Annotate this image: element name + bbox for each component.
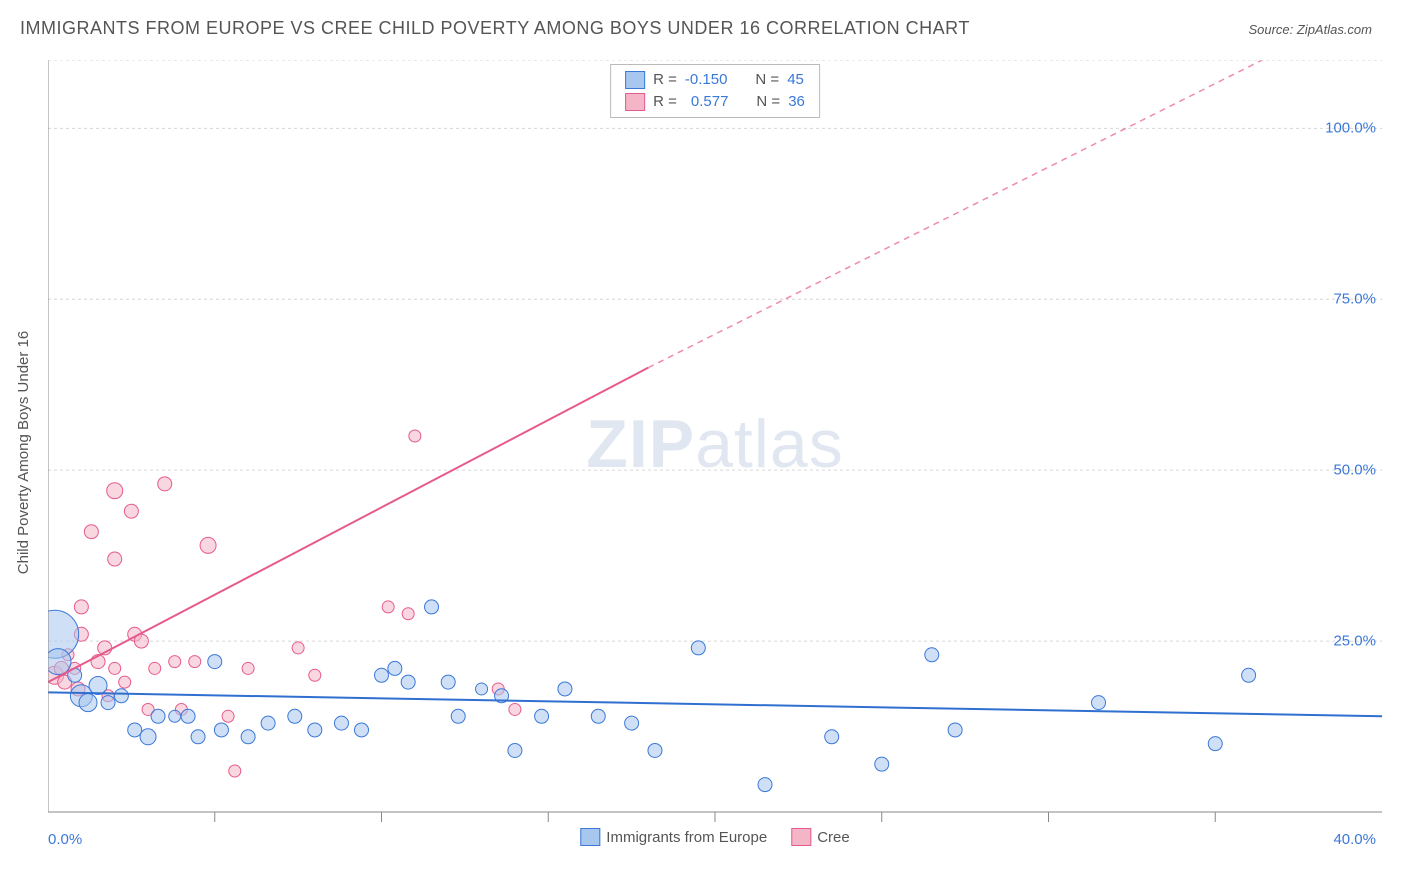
y-tick-label: 100.0% <box>1325 120 1376 137</box>
r-label: R = <box>653 91 677 113</box>
n-label: N = <box>755 69 779 91</box>
plot-area: Child Poverty Among Boys Under 16 ZIPatl… <box>48 60 1382 844</box>
r-value-cree: 0.577 <box>691 91 729 113</box>
x-axis-min-label: 0.0% <box>48 831 82 848</box>
axes <box>48 60 1382 812</box>
chart-title: IMMIGRANTS FROM EUROPE VS CREE CHILD POV… <box>20 18 970 39</box>
r-value-europe: -0.150 <box>685 69 728 91</box>
stats-legend: R = -0.150 N = 45 R = 0.577 N = 36 <box>610 64 820 118</box>
swatch-cree-icon <box>625 93 645 111</box>
y-tick-label: 50.0% <box>1333 462 1376 479</box>
series-legend: Immigrants from Europe Cree <box>580 828 849 846</box>
y-tick-label: 75.0% <box>1333 291 1376 308</box>
y-axis-label: Child Poverty Among Boys Under 16 <box>16 330 33 573</box>
stats-row-cree: R = 0.577 N = 36 <box>625 91 805 113</box>
n-value-europe: 45 <box>787 69 804 91</box>
trend-lines <box>48 60 1382 716</box>
stats-row-europe: R = -0.150 N = 45 <box>625 69 805 91</box>
legend-item-cree: Cree <box>791 828 850 846</box>
x-tick-marks <box>215 812 1216 822</box>
legend-label-cree: Cree <box>817 829 850 846</box>
swatch-europe-icon <box>580 828 600 846</box>
legend-label-europe: Immigrants from Europe <box>606 829 767 846</box>
n-value-cree: 36 <box>788 91 805 113</box>
n-label: N = <box>756 91 780 113</box>
scatter-chart-svg <box>48 60 1382 844</box>
y-axis-label-container: Child Poverty Among Boys Under 16 <box>14 60 34 844</box>
source-citation: Source: ZipAtlas.com <box>1248 22 1372 37</box>
swatch-europe-icon <box>625 71 645 89</box>
r-label: R = <box>653 69 677 91</box>
swatch-cree-icon <box>791 828 811 846</box>
x-axis-max-label: 40.0% <box>1333 831 1376 848</box>
legend-item-europe: Immigrants from Europe <box>580 828 767 846</box>
source-value: ZipAtlas.com <box>1297 22 1372 37</box>
gridlines <box>48 128 1382 641</box>
y-tick-label: 25.0% <box>1333 633 1376 650</box>
series-cree-points <box>48 430 521 777</box>
source-label: Source: <box>1248 22 1296 37</box>
